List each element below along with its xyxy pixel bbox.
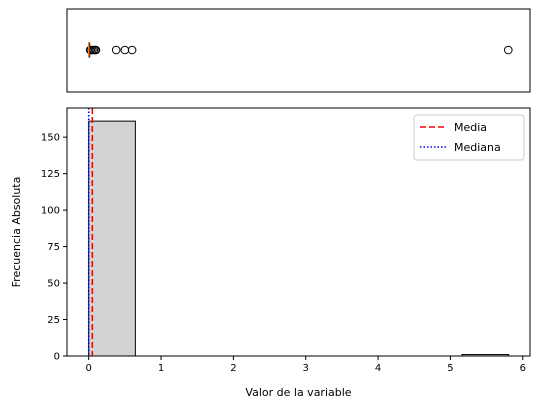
y-tick-label: 100 — [41, 206, 60, 217]
x-tick-label: 1 — [158, 363, 164, 374]
legend-entry-media: Media — [454, 121, 487, 134]
x-axis-label: Valor de la variable — [245, 386, 351, 399]
y-tick-label: 75 — [47, 242, 60, 253]
x-tick-label: 5 — [447, 363, 453, 374]
outlier-point — [503, 45, 513, 55]
y-tick-label: 0 — [54, 352, 60, 363]
x-tick-label: 4 — [375, 363, 381, 374]
histogram-frame — [66, 107, 531, 357]
legend: Media Mediana — [413, 114, 525, 161]
outlier-point — [91, 45, 101, 55]
x-tick-label: 0 — [86, 363, 92, 374]
box-plot-frame — [66, 8, 531, 93]
y-axis-label: Frecuencia Absoluta — [10, 177, 23, 288]
histogram-panel: Valor de la variable Frecuencia Absoluta… — [10, 107, 531, 399]
y-tick-label: 125 — [41, 169, 60, 180]
y-tick-label: 150 — [41, 133, 60, 144]
outlier-point — [127, 45, 137, 55]
legend-entry-mediana: Mediana — [454, 141, 501, 154]
y-tick-label: 50 — [47, 279, 60, 290]
x-tick-label: 3 — [303, 363, 309, 374]
outlier-point — [111, 45, 121, 55]
histogram-bar — [88, 120, 136, 357]
x-tick-label: 6 — [520, 363, 526, 374]
x-tick-label: 2 — [230, 363, 236, 374]
y-tick-label: 25 — [47, 315, 60, 326]
box-plot-panel — [66, 8, 531, 93]
